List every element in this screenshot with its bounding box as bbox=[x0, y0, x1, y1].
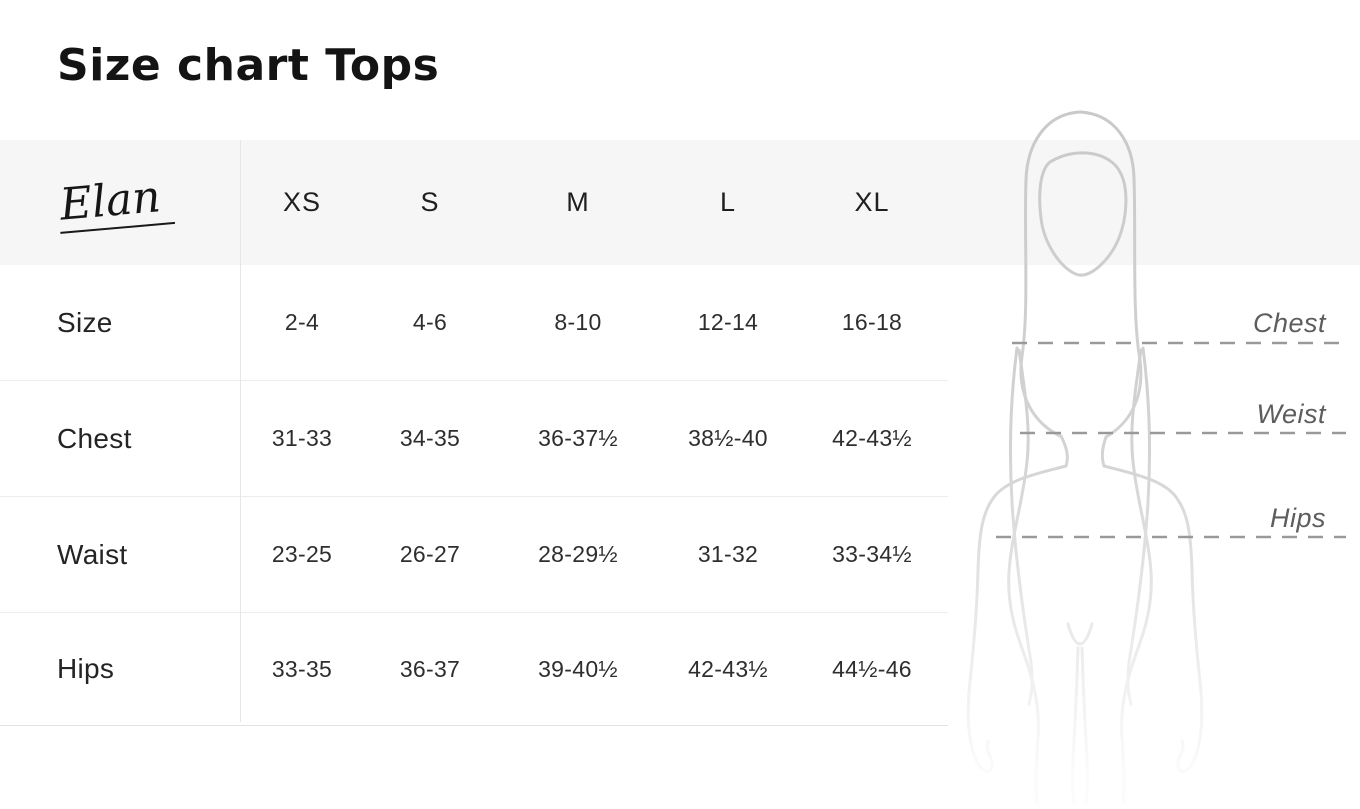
table-row-waist: Waist 23-25 26-27 28-29½ 31-32 33-34½ bbox=[0, 497, 948, 613]
waist-xl: 33-34½ bbox=[832, 541, 912, 567]
torso-left-leg bbox=[1007, 348, 1040, 806]
row-label-waist: Waist bbox=[57, 538, 128, 570]
size-l: 12-14 bbox=[697, 309, 759, 335]
table-column-divider bbox=[240, 140, 241, 722]
chest-measure-label: Chest bbox=[1252, 308, 1326, 338]
waist-l: 31-32 bbox=[697, 541, 759, 567]
hips-xl: 44½-46 bbox=[832, 655, 912, 682]
waist-xs: 23-25 bbox=[271, 541, 333, 567]
size-s: 4-6 bbox=[412, 309, 448, 335]
row-label-hips: Hips bbox=[57, 653, 115, 684]
column-header-xs: XS bbox=[282, 187, 322, 217]
column-header-m: M bbox=[566, 187, 590, 217]
hips-xs: 33-35 bbox=[271, 655, 333, 682]
chest-l: 38½-40 bbox=[688, 425, 768, 451]
row-label-size: Size bbox=[57, 306, 113, 338]
face-outline bbox=[1038, 151, 1128, 277]
size-xs: 2-4 bbox=[284, 309, 320, 335]
row-label-chest: Chest bbox=[57, 422, 132, 454]
neck-left bbox=[1059, 434, 1069, 468]
hips-s: 36-37 bbox=[399, 655, 461, 682]
table-header-row: Elan XS S M L XL bbox=[0, 140, 948, 265]
left-shoulder-arm bbox=[966, 464, 1068, 774]
table-row-hips: Hips 33-35 36-37 39-40½ 42-43½ 44½-46 bbox=[0, 613, 948, 726]
chest-m: 36-37½ bbox=[538, 425, 618, 451]
waist-measure-label: Weist bbox=[1256, 399, 1326, 429]
female-body-outline-icon bbox=[966, 110, 1346, 806]
hips-l: 42-43½ bbox=[688, 655, 768, 682]
inner-leg-right bbox=[1080, 646, 1089, 806]
chest-xl: 42-43½ bbox=[832, 425, 912, 451]
left-inner-arm bbox=[1008, 346, 1034, 706]
size-chart-table: Elan XS S M L XL Size 2-4 4-6 8-10 12-14… bbox=[0, 140, 948, 726]
inner-leg-left bbox=[1071, 646, 1080, 806]
hips-m: 39-40½ bbox=[538, 655, 618, 682]
size-m: 8-10 bbox=[554, 309, 602, 335]
torso-right-leg bbox=[1120, 348, 1153, 806]
table-row-chest: Chest 31-33 34-35 36-37½ 38½-40 42-43½ bbox=[0, 381, 948, 497]
hair-right-outline bbox=[1078, 110, 1143, 439]
hips-measure-label: Hips bbox=[1269, 503, 1326, 533]
size-xl: 16-18 bbox=[841, 309, 903, 335]
chest-s: 34-35 bbox=[399, 425, 461, 451]
column-header-xl: XL bbox=[854, 187, 890, 217]
neck-right bbox=[1100, 435, 1108, 468]
crotch-curve bbox=[1066, 622, 1094, 646]
column-header-l: L bbox=[719, 187, 737, 217]
column-header-s: S bbox=[420, 187, 440, 217]
table-row-size: Size 2-4 4-6 8-10 12-14 16-18 bbox=[0, 265, 948, 381]
chest-xs: 31-33 bbox=[271, 425, 333, 451]
waist-s: 26-27 bbox=[399, 541, 461, 567]
waist-m: 28-29½ bbox=[538, 541, 618, 567]
hair-left-outline bbox=[1019, 110, 1082, 438]
body-figure bbox=[940, 104, 1360, 806]
page-title: Size chart Tops bbox=[57, 40, 440, 91]
right-shoulder-arm bbox=[1102, 464, 1204, 774]
brand-logo-cell: Elan bbox=[0, 171, 240, 234]
right-inner-arm bbox=[1126, 346, 1152, 706]
brand-logo: Elan bbox=[55, 171, 175, 234]
